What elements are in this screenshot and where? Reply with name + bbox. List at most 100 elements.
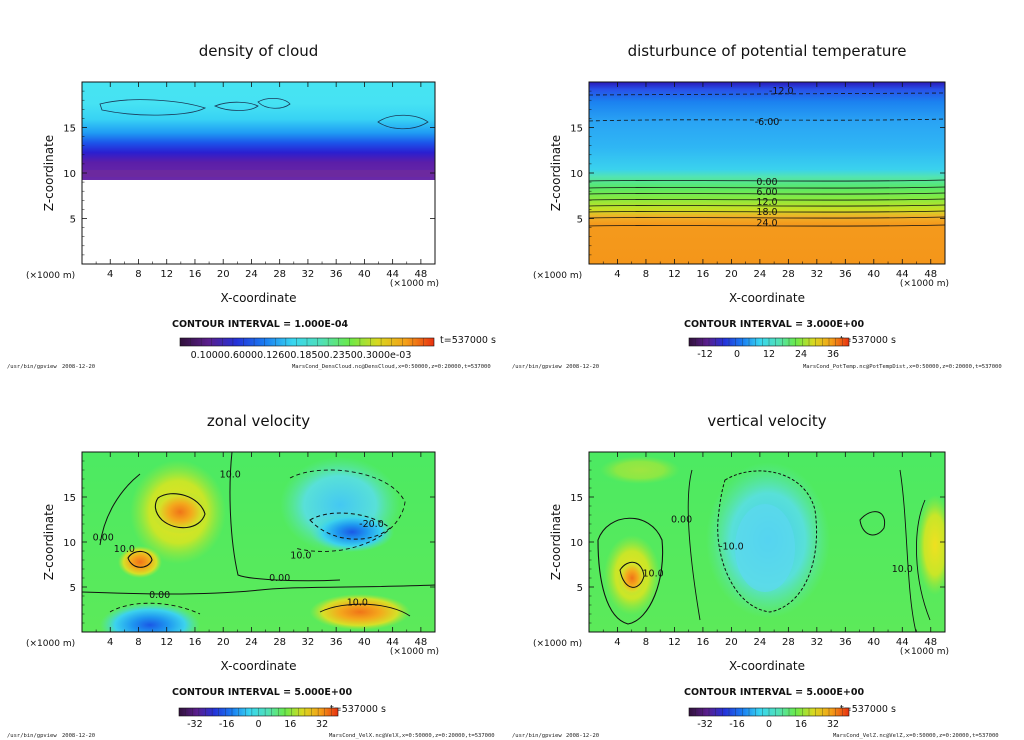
colorbar-tick-label: 16 — [795, 719, 807, 730]
x-tick-label: 20 — [725, 637, 738, 648]
contour-line — [589, 179, 945, 182]
x-tick-label: 48 — [924, 269, 937, 280]
y-axis-label: Z-coordinate — [42, 135, 56, 211]
x-tick-label: 12 — [668, 637, 681, 648]
x-unit-label: (×1000 m) — [900, 279, 949, 289]
y-unit-label: (×1000 m) — [533, 271, 582, 281]
y-axis-label: Z-coordinate — [549, 135, 563, 211]
contour-line — [82, 584, 435, 595]
contour-line — [154, 493, 206, 529]
contour-line — [589, 224, 945, 227]
contour-label: -12.0 — [769, 86, 794, 97]
field-patch — [310, 512, 394, 552]
contour-line — [619, 561, 645, 588]
contour-interval: CONTOUR INTERVAL = 5.000E+00 — [684, 687, 864, 698]
contour-label: 0.00 — [269, 573, 290, 584]
time-label: t=537000 s — [840, 704, 896, 715]
field-patch — [118, 546, 162, 578]
footer-path: /usr/bin/gpview — [7, 364, 57, 370]
x-tick-label: 20 — [217, 269, 230, 280]
x-tick-label: 40 — [867, 269, 880, 280]
time-label: t=537000 s — [440, 335, 496, 346]
x-tick-label: 32 — [302, 269, 315, 280]
x-tick-label: 16 — [697, 269, 710, 280]
x-tick-label: 8 — [135, 637, 141, 648]
x-tick-label: 36 — [839, 637, 852, 648]
y-unit-label: (×1000 m) — [26, 639, 75, 649]
x-tick-label: 12 — [160, 637, 173, 648]
footer-date: 2008-12-20 — [62, 364, 95, 370]
x-tick-label: 28 — [273, 269, 286, 280]
x-tick-label: 24 — [754, 269, 767, 280]
time-label: t=537000 s — [840, 335, 896, 346]
field-patch — [618, 560, 646, 596]
x-tick-label: 28 — [273, 637, 286, 648]
x-tick-label: 28 — [782, 269, 795, 280]
chart-title: density of cloud — [199, 42, 319, 60]
colorbar-tick-label: 32 — [316, 719, 328, 730]
y-tick-label: 5 — [577, 583, 583, 594]
plot-area — [589, 82, 945, 264]
contour-label: 10.0 — [643, 569, 664, 580]
field-patch — [310, 594, 410, 630]
plot-area — [82, 82, 435, 180]
y-tick-label: 15 — [570, 493, 583, 504]
contour-interval: CONTOUR INTERVAL = 3.000E+00 — [684, 319, 864, 330]
contour-line — [99, 473, 141, 546]
contour-line — [589, 192, 945, 195]
x-axis-label: X-coordinate — [221, 291, 297, 305]
colorbar-tick-label: 36 — [827, 349, 839, 360]
field-patch — [600, 456, 680, 484]
colorbar-tick-label: -32 — [697, 719, 713, 730]
y-unit-label: (×1000 m) — [26, 271, 75, 281]
contour-label: 10.0 — [892, 564, 913, 575]
footer-file-info: MarsCond_VelX.nc@VelX,x=0:50000,z=0:2000… — [329, 733, 495, 739]
y-tick-label: 15 — [63, 493, 76, 504]
colorbar-tick-label: 16 — [284, 719, 296, 730]
x-tick-label: 24 — [754, 637, 767, 648]
x-tick-label: 36 — [839, 269, 852, 280]
x-tick-label: 16 — [189, 637, 202, 648]
footer-date: 2008-12-20 — [566, 733, 599, 739]
x-tick-label: 36 — [330, 269, 343, 280]
colorbar-tick-label: 0 — [734, 349, 740, 360]
x-axis-label: X-coordinate — [221, 659, 297, 673]
x-tick-label: 28 — [782, 637, 795, 648]
contour-label: 0.00 — [756, 177, 777, 188]
field-patch — [917, 495, 945, 595]
y-unit-label: (×1000 m) — [533, 639, 582, 649]
x-tick-label: 4 — [107, 637, 113, 648]
y-tick-label: 15 — [570, 124, 583, 135]
contour-label: 24.0 — [756, 218, 777, 229]
x-tick-label: 8 — [643, 269, 649, 280]
contour-line — [589, 186, 945, 189]
colorbar-tick-label: -32 — [187, 719, 203, 730]
field-fill — [589, 82, 945, 264]
x-tick-label: 24 — [245, 637, 258, 648]
field-patch — [735, 504, 795, 592]
contour-line — [589, 92, 945, 96]
colorbar-tick-label: 0.10000.60000.12600.18500.23500.3000e-03 — [191, 350, 412, 361]
time-label: t=537000 s — [330, 704, 386, 715]
x-tick-label: 24 — [245, 269, 258, 280]
footer-file-info: MarsCond_PotTemp.nc@PotTempDist,x=0:5000… — [803, 364, 1002, 370]
x-tick-label: 48 — [924, 637, 937, 648]
chart-title: zonal velocity — [207, 412, 310, 430]
contour-line — [589, 216, 945, 219]
x-axis-label: X-coordinate — [729, 291, 805, 305]
x-tick-label: 48 — [415, 637, 428, 648]
contour-label: -6.00 — [755, 117, 780, 128]
y-tick-label: 15 — [63, 124, 76, 135]
footer-path: /usr/bin/gpview — [7, 733, 57, 739]
panel-density-of-cloud — [82, 82, 435, 180]
colorbar-tick-label: 32 — [827, 719, 839, 730]
contour-label: 0.00 — [93, 533, 114, 544]
field-fill — [82, 82, 435, 180]
footer-file-info: MarsCond_VelZ.nc@VelZ,x=0:50000,z=0:2000… — [833, 733, 999, 739]
contour-line — [213, 101, 259, 111]
chart-title: disturbunce of potential temperature — [628, 42, 907, 60]
